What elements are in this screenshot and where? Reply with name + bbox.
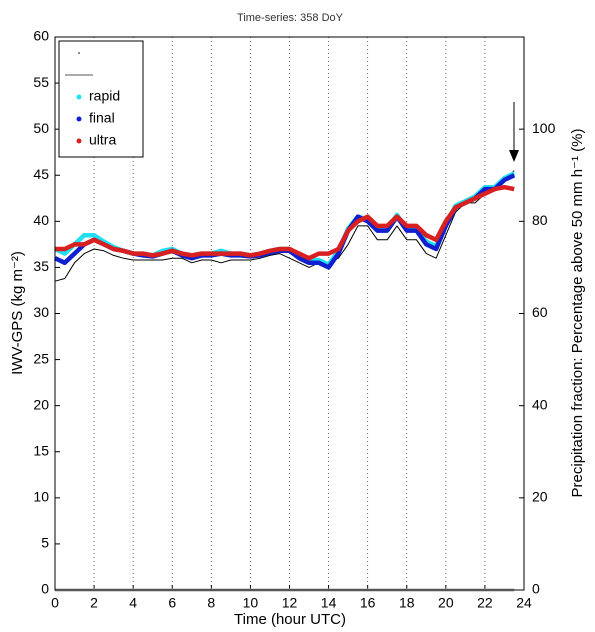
chart-title: Time-series: 358 DoY bbox=[237, 12, 344, 24]
y-tick-label: 35 bbox=[33, 258, 49, 274]
x-tick-label: 10 bbox=[243, 595, 259, 611]
x-tick-label: 18 bbox=[399, 595, 415, 611]
legend-label: final bbox=[89, 110, 115, 126]
series-line bbox=[54, 170, 515, 282]
legend-box bbox=[58, 40, 144, 158]
y-axis-label: IWV-GPS (kg m⁻²) bbox=[9, 251, 26, 375]
x-axis-label: Time (hour UTC) bbox=[234, 611, 346, 628]
y2-tick-label: 60 bbox=[532, 304, 548, 320]
y-tick-label: 30 bbox=[33, 304, 49, 320]
y2-axis-label: Precipitation fraction: Percentage above… bbox=[569, 129, 586, 498]
x-tick-label: 0 bbox=[51, 595, 59, 611]
x-tick-label: 24 bbox=[516, 595, 532, 611]
y2-tick-label: 0 bbox=[532, 581, 540, 597]
y2-tick-label: 80 bbox=[532, 212, 548, 228]
annotation-arrow bbox=[509, 102, 519, 162]
legend-marker bbox=[78, 52, 80, 54]
legend-marker bbox=[76, 116, 82, 122]
x-tick-label: 16 bbox=[360, 595, 376, 611]
legend-label: ultra bbox=[89, 132, 116, 148]
x-tick-label: 4 bbox=[129, 595, 137, 611]
y-tick-label: 10 bbox=[33, 489, 49, 505]
series-line bbox=[55, 184, 515, 261]
legend-label: rapid bbox=[89, 88, 120, 104]
y-tick-label: 20 bbox=[33, 396, 49, 412]
y-tick-label: 55 bbox=[33, 74, 49, 90]
legend-marker bbox=[76, 94, 82, 100]
y2-tick-label: 20 bbox=[532, 489, 548, 505]
y2-tick-label: 100 bbox=[532, 120, 556, 136]
y-tick-label: 15 bbox=[33, 442, 49, 458]
x-tick-label: 20 bbox=[438, 595, 454, 611]
y-tick-label: 0 bbox=[41, 581, 49, 597]
plot-frame bbox=[54, 36, 525, 591]
x-tick-label: 22 bbox=[477, 595, 493, 611]
x-tick-label: 6 bbox=[168, 595, 176, 611]
y-tick-label: 50 bbox=[33, 120, 49, 136]
y-tick-label: 45 bbox=[33, 166, 49, 182]
y-tick-label: 60 bbox=[33, 28, 49, 44]
y2-tick-label: 40 bbox=[532, 396, 548, 412]
y-tick-label: 5 bbox=[41, 535, 49, 551]
x-tick-label: 14 bbox=[321, 595, 337, 611]
legend: rapid final ultra bbox=[58, 40, 144, 158]
x-tick-label: 8 bbox=[207, 595, 215, 611]
legend-marker bbox=[76, 138, 82, 144]
x-tick-label: 2 bbox=[90, 595, 98, 611]
y-tick-label: 25 bbox=[33, 350, 49, 366]
x-tick-label: 12 bbox=[282, 595, 298, 611]
y-tick-label: 40 bbox=[33, 212, 49, 228]
